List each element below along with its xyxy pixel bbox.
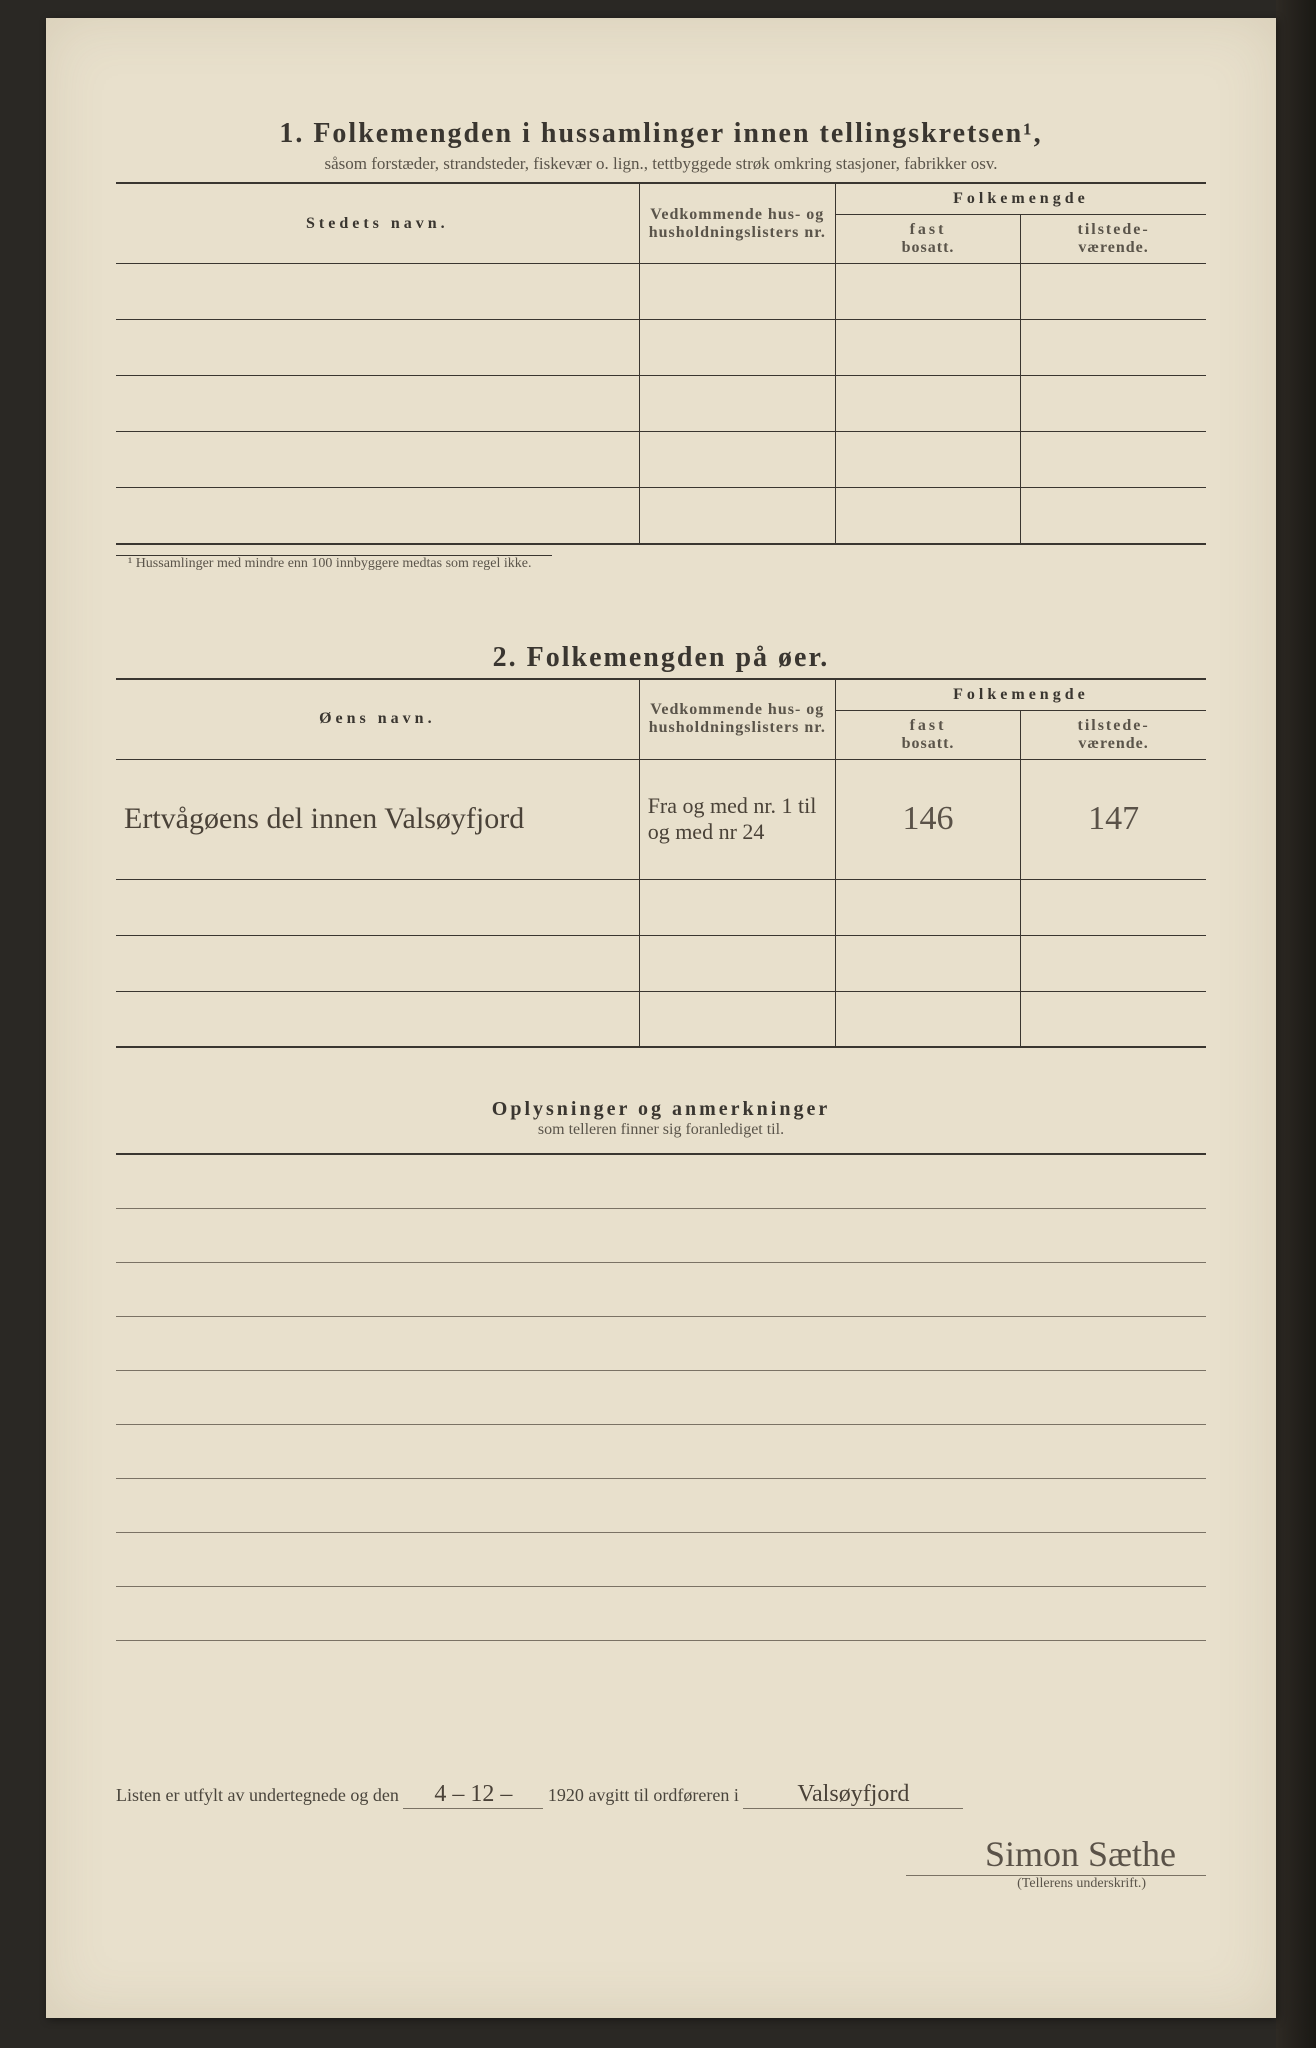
section1-title-text: Folkemengden i hussamlinger innen tellin…: [313, 118, 1042, 149]
signature: Simon Sæthe: [116, 1833, 1206, 1875]
th-fast: fast bosatt.: [835, 215, 1020, 264]
th-folkemengde: Folkemengde: [835, 183, 1206, 215]
th-folkemengde-2: Folkemengde: [835, 679, 1206, 711]
table-row: Ertvågøens del innen Valsøyfjord Fra og …: [116, 759, 1206, 879]
cell-tilstede: 147: [1021, 759, 1206, 879]
footer-year: 1920: [548, 1785, 584, 1805]
footer-prefix: Listen er utfylt av undertegnede og den: [116, 1785, 399, 1805]
footer-date: 4 – 12 –: [403, 1781, 543, 1809]
remarks-subtitle: som telleren finner sig foranlediget til…: [116, 1121, 1206, 1139]
th-lists: Vedkommende hus- og husholdningslisters …: [639, 183, 835, 264]
cell-island-name: Ertvågøens del innen Valsøyfjord: [116, 759, 639, 879]
signature-caption: (Tellerens underskrift.): [906, 1875, 1206, 1892]
section1-subtitle: såsom forstæder, strandsteder, fiskevær …: [116, 154, 1206, 174]
th-lists-2: Vedkommende hus- og husholdningslisters …: [639, 679, 835, 760]
section2-title: 2. Folkemengden på øer.: [116, 642, 1206, 674]
table-hussamlinger: Stedets navn. Vedkommende hus- og hushol…: [116, 182, 1206, 545]
remarks-title: Oplysninger og anmerkninger: [116, 1098, 1206, 1121]
table-row: [116, 320, 1206, 376]
section1-title: 1. Folkemengden i hussamlinger innen tel…: [116, 118, 1206, 150]
footer-line: Listen er utfylt av undertegnede og den …: [116, 1781, 1206, 1809]
section1-footnote: ¹ Hussamlinger med mindre enn 100 innbyg…: [116, 555, 552, 572]
table-row: [116, 432, 1206, 488]
section2-number: 2.: [493, 642, 518, 673]
th-fast-2: fast bosatt.: [835, 710, 1020, 759]
section2-title-text: Folkemengden på øer.: [527, 642, 830, 673]
cell-lists: Fra og med nr. 1 til og med nr 24: [639, 759, 835, 879]
cell-fast: 146: [835, 759, 1020, 879]
table-row: [116, 264, 1206, 320]
footer-place: Valsøyfjord: [743, 1781, 963, 1809]
th-oens-navn: Øens navn.: [116, 679, 639, 760]
document-page: 1. Folkemengden i hussamlinger innen tel…: [46, 18, 1276, 2018]
table-row: [116, 879, 1206, 935]
th-tilstede: tilstede- værende.: [1021, 215, 1206, 264]
page-binding: [1276, 0, 1316, 2048]
table-row: [116, 488, 1206, 544]
table-row: [116, 991, 1206, 1047]
footer-mid: avgitt til ordføreren i: [588, 1785, 738, 1805]
table-row: [116, 376, 1206, 432]
table-oer: Øens navn. Vedkommende hus- og husholdni…: [116, 678, 1206, 1049]
table-row: [116, 935, 1206, 991]
remarks-ruled-area: [116, 1153, 1206, 1641]
th-stedets-navn: Stedets navn.: [116, 183, 639, 264]
section1-number: 1.: [279, 118, 304, 149]
th-tilstede-2: tilstede- værende.: [1021, 710, 1206, 759]
